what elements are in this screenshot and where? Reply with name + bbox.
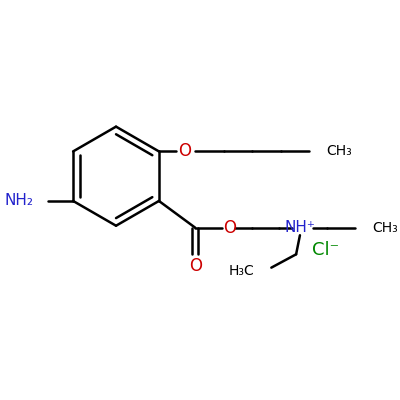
Text: O: O bbox=[223, 219, 236, 237]
Text: Cl⁻: Cl⁻ bbox=[312, 240, 339, 258]
Text: NH⁺: NH⁺ bbox=[284, 220, 315, 235]
Text: CH₃: CH₃ bbox=[372, 221, 398, 235]
Text: CH₃: CH₃ bbox=[327, 144, 352, 158]
Text: H₃C: H₃C bbox=[228, 264, 254, 278]
Text: NH₂: NH₂ bbox=[4, 194, 33, 208]
Text: O: O bbox=[189, 257, 202, 275]
Text: O: O bbox=[178, 142, 191, 160]
